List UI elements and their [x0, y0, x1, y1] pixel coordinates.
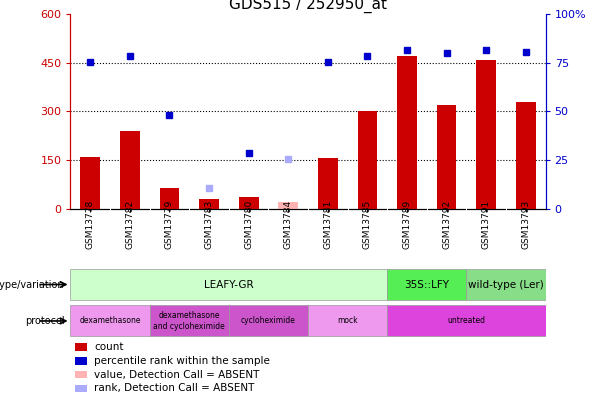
Bar [436, 105, 457, 209]
Text: GSM13779: GSM13779 [165, 200, 174, 249]
Text: GSM13784: GSM13784 [284, 200, 293, 249]
Bar [357, 111, 378, 209]
Bar [75, 357, 87, 364]
Text: GSM13789: GSM13789 [403, 200, 411, 249]
Text: GSM13780: GSM13780 [244, 200, 253, 249]
Text: GSM13793: GSM13793 [521, 200, 530, 249]
Bar [466, 269, 546, 300]
Text: protocol: protocol [25, 316, 64, 326]
Bar [75, 385, 87, 392]
Text: LEAFY-GR: LEAFY-GR [204, 279, 254, 290]
Text: genotype/variation: genotype/variation [0, 279, 64, 290]
Text: GSM13781: GSM13781 [323, 200, 332, 249]
Text: 35S::LFY: 35S::LFY [405, 279, 449, 290]
Bar [387, 269, 466, 300]
Text: value, Detection Call = ABSENT: value, Detection Call = ABSENT [94, 370, 260, 379]
Bar [75, 371, 87, 378]
Bar [75, 343, 87, 351]
Text: GSM13783: GSM13783 [205, 200, 213, 249]
Text: dexamethasone
and cycloheximide: dexamethasone and cycloheximide [153, 311, 225, 330]
Bar [318, 158, 338, 209]
Bar [150, 305, 229, 337]
Text: wild-type (Ler): wild-type (Ler) [468, 279, 544, 290]
Bar [308, 305, 387, 337]
Bar [229, 305, 308, 337]
Bar [70, 269, 387, 300]
Bar [278, 202, 298, 209]
Bar [159, 188, 180, 209]
Bar [199, 199, 219, 209]
Text: GSM13792: GSM13792 [442, 200, 451, 249]
Text: GSM13782: GSM13782 [126, 200, 134, 249]
Text: GSM13785: GSM13785 [363, 200, 372, 249]
Text: cycloheximide: cycloheximide [241, 316, 296, 326]
Bar [238, 197, 259, 209]
Bar [80, 157, 100, 209]
Bar [70, 305, 150, 337]
Text: mock: mock [337, 316, 358, 326]
Bar [120, 131, 140, 209]
Bar [397, 56, 417, 209]
Text: rank, Detection Call = ABSENT: rank, Detection Call = ABSENT [94, 384, 254, 393]
Bar [516, 102, 536, 209]
Text: dexamethasone: dexamethasone [79, 316, 141, 326]
Text: GSM13791: GSM13791 [482, 200, 490, 249]
Text: percentile rank within the sample: percentile rank within the sample [94, 356, 270, 366]
Bar [387, 305, 546, 337]
Text: GSM13778: GSM13778 [86, 200, 95, 249]
Title: GDS515 / 252950_at: GDS515 / 252950_at [229, 0, 387, 13]
Text: count: count [94, 342, 124, 352]
Text: untreated: untreated [447, 316, 485, 326]
Bar [476, 60, 496, 209]
